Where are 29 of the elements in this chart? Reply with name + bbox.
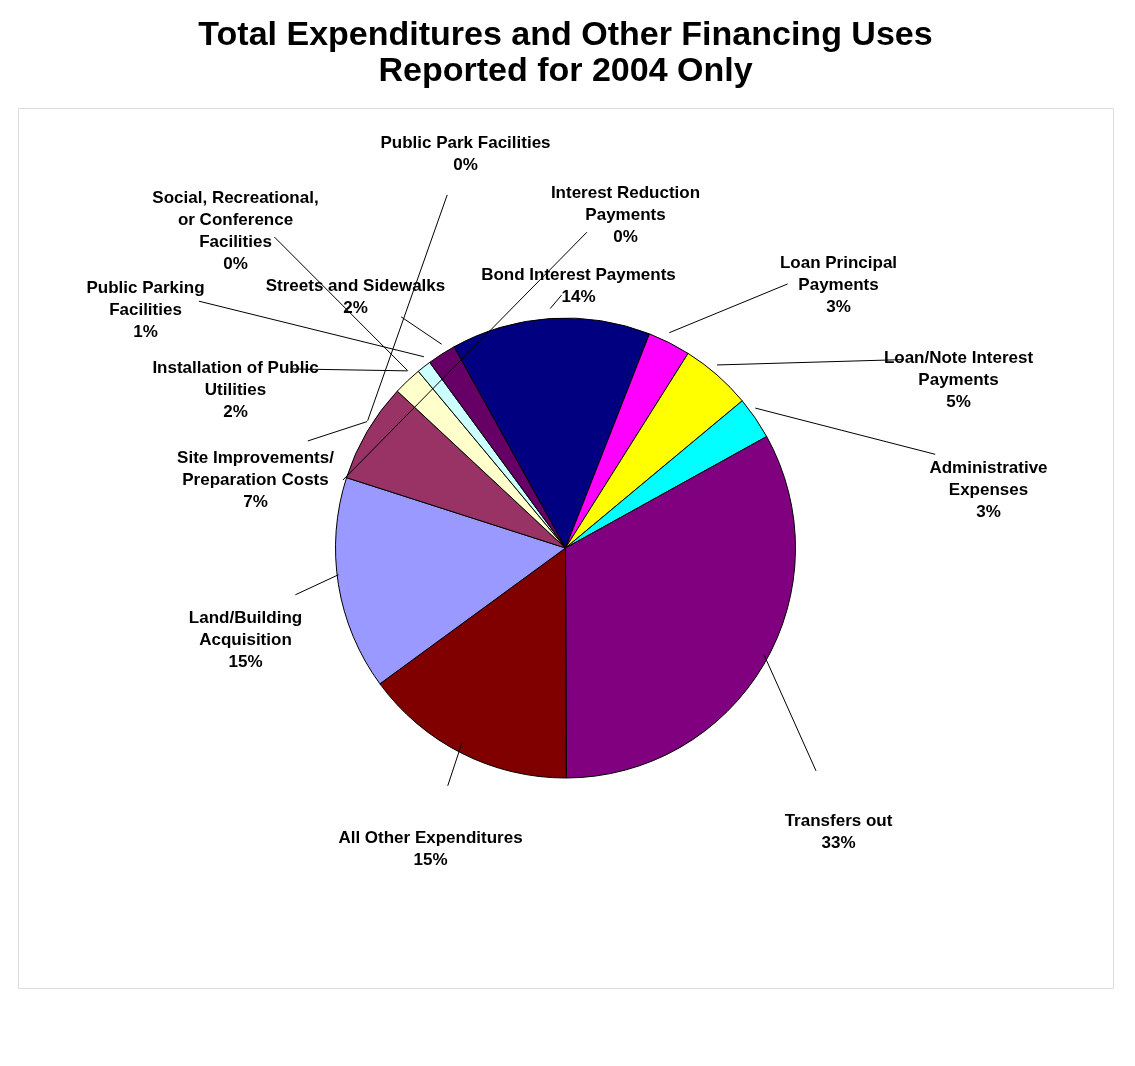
text: Total Expenditures and Other Financing Uses (198, 14, 933, 52)
data-label: 7% (243, 492, 268, 511)
slice-label: All Other Expenditures (338, 828, 523, 847)
slice-label: Transfers out (784, 811, 893, 830)
slice-label: Site Improvements/ Preparation Costs (177, 448, 335, 489)
data-label: 14% (561, 287, 596, 306)
data-label: 33% (821, 833, 856, 852)
text: Reported for 2004 Only (378, 50, 753, 88)
text: 0% (613, 227, 638, 246)
data-label: 5% (946, 392, 971, 411)
slice-label: Land/Building Acquisition (188, 608, 303, 649)
text: 0% (223, 254, 248, 273)
data-label: 15% (228, 652, 263, 671)
slice-label: Installation of Public Utilities (152, 358, 319, 399)
data-label: 2% (223, 402, 248, 421)
slice-label: Streets and Sidewalks (265, 276, 446, 295)
data-label: 15% (413, 850, 448, 869)
slice-label: Administrative Expenses (929, 458, 1048, 499)
category-label: Interest Reduction Payments (550, 183, 701, 224)
data-label: 3% (826, 297, 851, 316)
data-label: 1% (133, 322, 158, 341)
text: 0% (453, 155, 478, 174)
category-label: Public Park Facilities (380, 133, 551, 152)
data-label: 2% (343, 298, 368, 317)
slice-label: Loan Principal Payments (779, 253, 898, 294)
slice-label: Loan/Note Interest Payments (883, 348, 1034, 389)
data-label: 3% (976, 502, 1001, 521)
slice-label: Public Parking Facilities (86, 278, 205, 319)
category-label: Social, Recreational, or Conference Facilities (152, 188, 319, 251)
